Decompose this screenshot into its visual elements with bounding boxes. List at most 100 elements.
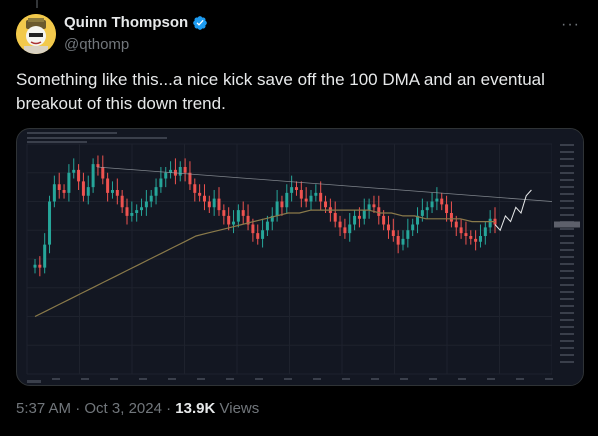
views-label: Views xyxy=(219,400,260,417)
candle-body xyxy=(270,215,274,222)
candle-body xyxy=(144,201,148,208)
candle-body xyxy=(353,215,357,225)
time-scale-tick xyxy=(110,378,118,380)
candle-body xyxy=(469,236,473,239)
candle-body xyxy=(416,215,420,225)
avatar[interactable] xyxy=(16,14,56,54)
candle-body xyxy=(333,213,337,222)
candle-body xyxy=(236,210,240,222)
price-scale-tick xyxy=(560,270,574,272)
price-scale-tick xyxy=(560,144,574,146)
candle-body xyxy=(62,190,66,193)
chart-header-line xyxy=(27,137,167,139)
price-scale-tick xyxy=(560,179,574,181)
time-scale-tick xyxy=(429,378,437,380)
avatar-bitcoin-icon xyxy=(16,14,56,54)
candle-body xyxy=(261,230,265,239)
time-scale-tick xyxy=(545,378,553,380)
price-scale-tick xyxy=(560,347,574,349)
price-scale-tick xyxy=(560,361,574,363)
time-scale-tick xyxy=(458,378,466,380)
candle-body xyxy=(227,215,231,225)
candle-body xyxy=(464,233,468,236)
tweet-date[interactable]: Oct 3, 2024 xyxy=(84,400,162,417)
candle-body xyxy=(377,207,381,216)
time-scale-tick xyxy=(371,378,379,380)
candle-body xyxy=(86,187,90,196)
candle-body xyxy=(241,210,245,216)
candle-body xyxy=(164,172,168,179)
price-scale-tick xyxy=(560,312,574,314)
candle-body xyxy=(290,187,294,193)
author-name[interactable]: Quinn Thompson xyxy=(64,14,189,31)
candle-body xyxy=(309,195,313,202)
candle-body xyxy=(67,172,71,193)
candle-body xyxy=(125,207,129,216)
candle-body xyxy=(265,221,269,231)
candle-body xyxy=(149,195,153,202)
author-name-row: Quinn Thompson xyxy=(64,14,208,31)
candle-body xyxy=(357,215,361,219)
price-scale-tick xyxy=(560,333,574,335)
tweet-text: Something like this...a nice kick save o… xyxy=(16,70,545,113)
price-scale-tick xyxy=(560,263,574,265)
time-scale-tick xyxy=(516,378,524,380)
more-options-icon[interactable]: ··· xyxy=(561,16,580,33)
candle-body xyxy=(474,238,478,242)
candle-body xyxy=(140,207,144,211)
candle-body xyxy=(72,169,76,173)
price-scale-tick xyxy=(560,193,574,195)
candle-body xyxy=(294,187,298,190)
candle-body xyxy=(188,172,192,185)
candle-body xyxy=(280,201,284,208)
price-scale-tick xyxy=(560,354,574,356)
time-scale-tick xyxy=(81,378,89,380)
candle-body xyxy=(91,164,95,188)
candle-body xyxy=(183,167,187,173)
candle-body xyxy=(159,178,163,188)
candle-body xyxy=(106,178,110,193)
projection-path xyxy=(494,189,532,232)
candle-body xyxy=(198,192,202,196)
time-scale-tick xyxy=(400,378,408,380)
price-scale-tick xyxy=(560,298,574,300)
time-scale-tick xyxy=(255,378,263,380)
thread-connector xyxy=(36,0,38,8)
candle-body xyxy=(440,198,444,205)
candle-body xyxy=(96,164,100,167)
price-scale-tick xyxy=(560,186,574,188)
candle-body xyxy=(425,207,429,211)
author-handle[interactable]: @qthomp xyxy=(64,36,130,53)
candle-body xyxy=(101,167,105,179)
candle-body xyxy=(212,198,216,208)
candle-body xyxy=(217,198,221,211)
downtrend-line xyxy=(96,166,553,202)
price-chart xyxy=(26,129,583,385)
price-scale-tick xyxy=(560,242,574,244)
candle-body xyxy=(391,230,395,236)
candle-body xyxy=(362,210,366,219)
candle-body xyxy=(110,190,114,193)
candle-body xyxy=(33,264,37,268)
time-scale-tick xyxy=(342,378,350,380)
candle-body xyxy=(343,227,347,234)
tweet-time[interactable]: 5:37 AM xyxy=(16,400,72,417)
candle-body xyxy=(367,204,371,211)
candle-body xyxy=(130,213,134,216)
candle-body xyxy=(386,224,390,231)
price-scale-tick xyxy=(560,291,574,293)
candle-body xyxy=(459,227,463,234)
time-scale-tick xyxy=(52,378,60,380)
price-scale-tick xyxy=(560,158,574,160)
time-scale-tick xyxy=(487,378,495,380)
candle-body xyxy=(478,236,482,242)
candle-body xyxy=(304,198,308,202)
candle-body xyxy=(488,218,492,228)
candle-body xyxy=(57,184,61,190)
price-scale-tick xyxy=(560,340,574,342)
candle-body xyxy=(251,224,255,234)
tradingview-logo xyxy=(27,380,41,383)
tweet-media[interactable] xyxy=(16,128,584,386)
candle-body xyxy=(120,195,124,208)
candle-body xyxy=(319,192,323,202)
